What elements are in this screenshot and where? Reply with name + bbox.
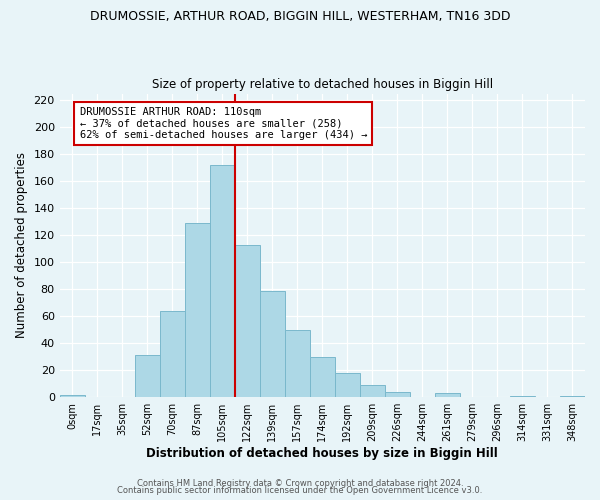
Text: DRUMOSSIE, ARTHUR ROAD, BIGGIN HILL, WESTERHAM, TN16 3DD: DRUMOSSIE, ARTHUR ROAD, BIGGIN HILL, WES…	[90, 10, 510, 23]
Bar	[335, 373, 360, 397]
Text: DRUMOSSIE ARTHUR ROAD: 110sqm
← 37% of detached houses are smaller (258)
62% of : DRUMOSSIE ARTHUR ROAD: 110sqm ← 37% of d…	[80, 107, 367, 140]
Bar	[285, 330, 310, 397]
Bar	[310, 356, 335, 397]
Y-axis label: Number of detached properties: Number of detached properties	[15, 152, 28, 338]
Bar	[435, 393, 460, 397]
Title: Size of property relative to detached houses in Biggin Hill: Size of property relative to detached ho…	[152, 78, 493, 91]
X-axis label: Distribution of detached houses by size in Biggin Hill: Distribution of detached houses by size …	[146, 447, 498, 460]
Bar	[385, 392, 410, 397]
Bar	[235, 244, 260, 397]
Bar	[260, 290, 285, 397]
Text: Contains HM Land Registry data © Crown copyright and database right 2024.: Contains HM Land Registry data © Crown c…	[137, 478, 463, 488]
Bar	[560, 396, 585, 397]
Text: Contains public sector information licensed under the Open Government Licence v3: Contains public sector information licen…	[118, 486, 482, 495]
Bar	[210, 165, 235, 397]
Bar	[360, 385, 385, 397]
Bar	[160, 311, 185, 397]
Bar	[135, 356, 160, 397]
Bar	[510, 396, 535, 397]
Bar	[185, 223, 210, 397]
Bar	[59, 394, 85, 397]
